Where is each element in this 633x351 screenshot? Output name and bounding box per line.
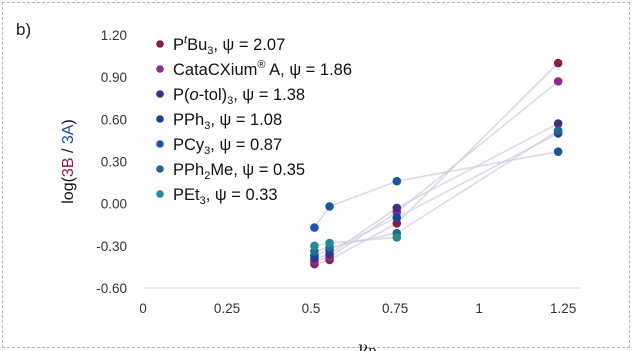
legend-item: CataCXium® A, ψ = 1.86 bbox=[156, 59, 352, 79]
legend-label: P(o-tol)3, ψ = 1.38 bbox=[173, 86, 305, 107]
x-tick-label: 0.5 bbox=[302, 301, 321, 316]
legend-marker bbox=[156, 40, 164, 48]
legend-marker bbox=[156, 115, 164, 123]
x-tick-label: 0.75 bbox=[382, 301, 408, 316]
axes: -0.60 -0.30 0.00 0.30 0.60 0.90 1.20 0 0.25 0.5 0.… bbox=[96, 28, 580, 316]
data-point bbox=[553, 58, 563, 68]
y-axis-label: log(3B / 3A) bbox=[60, 119, 77, 204]
legend-item: PEt3, ψ = 0.33 bbox=[156, 186, 278, 207]
legend-label: PCy3, ψ = 0.87 bbox=[173, 136, 282, 157]
axis-labels: νB log(3B / 3A) bbox=[60, 119, 377, 351]
data-point bbox=[392, 233, 402, 242]
trend-line bbox=[313, 150, 559, 229]
y-tick-label: 0.00 bbox=[101, 197, 127, 212]
y-tick-label: 0.90 bbox=[101, 70, 127, 85]
legend-label: CataCXium® A, ψ = 1.86 bbox=[173, 59, 352, 79]
data-point bbox=[310, 241, 319, 251]
figure-frame bbox=[2, 2, 630, 348]
legend-label: PEt3, ψ = 0.33 bbox=[173, 186, 278, 207]
legend-marker bbox=[156, 140, 164, 148]
legend-item: PPh3, ψ = 1.08 bbox=[156, 111, 282, 132]
trend-line bbox=[314, 132, 559, 257]
x-tick-label: 0 bbox=[139, 301, 147, 316]
legend-item: PtBu3, ψ = 2.07 bbox=[156, 34, 285, 57]
data-point bbox=[392, 176, 402, 186]
y-tick-label: 0.30 bbox=[101, 155, 127, 170]
y-tick-label: -0.30 bbox=[96, 239, 127, 254]
legend-marker bbox=[156, 65, 164, 73]
legend-marker bbox=[156, 165, 164, 173]
legend-item: PCy3, ψ = 0.87 bbox=[156, 136, 282, 157]
legend-marker bbox=[156, 190, 164, 198]
x-axis-label: νB bbox=[358, 338, 377, 351]
trend-lines bbox=[313, 62, 559, 265]
data-point bbox=[310, 223, 319, 232]
x-tick-label: 1.25 bbox=[550, 301, 576, 316]
data-point bbox=[392, 213, 402, 223]
y-tick-label: 1.20 bbox=[101, 28, 127, 43]
data-point bbox=[325, 202, 334, 211]
x-tick-label: 0.25 bbox=[214, 301, 240, 316]
data-point bbox=[553, 119, 563, 128]
trend-line bbox=[314, 80, 559, 263]
trend-line bbox=[314, 129, 559, 253]
x-tick-label: 1 bbox=[475, 301, 483, 316]
data-point bbox=[553, 126, 563, 135]
data-point bbox=[553, 147, 563, 156]
panel-label: b) bbox=[16, 20, 32, 39]
y-tick-label: -0.60 bbox=[96, 281, 127, 296]
y-tick-label: 0.60 bbox=[101, 112, 127, 127]
data-point bbox=[325, 238, 334, 248]
legend-label: PtBu3, ψ = 2.07 bbox=[173, 34, 285, 57]
legend-label: PPh3, ψ = 1.08 bbox=[173, 111, 282, 132]
legend-item: P(o-tol)3, ψ = 1.38 bbox=[156, 86, 305, 107]
data-points bbox=[310, 58, 563, 269]
trend-line bbox=[314, 122, 559, 260]
data-point bbox=[553, 77, 563, 86]
data-point bbox=[392, 203, 402, 213]
legend-label: PPh2Me, ψ = 0.35 bbox=[173, 161, 305, 182]
trend-line bbox=[314, 62, 559, 265]
legend-item: PPh2Me, ψ = 0.35 bbox=[156, 161, 305, 182]
legend-marker bbox=[156, 90, 164, 98]
